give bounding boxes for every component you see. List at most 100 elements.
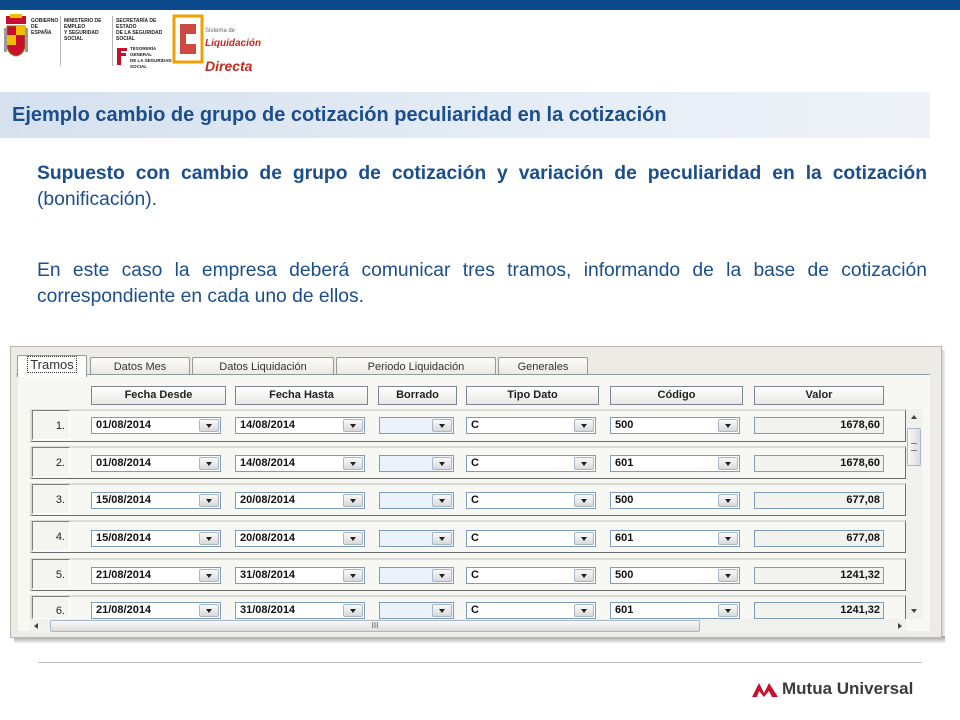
valor-field[interactable]: 1678,60 <box>754 455 884 472</box>
codigo-select[interactable]: 601 <box>610 530 740 547</box>
scroll-down-icon[interactable] <box>911 609 917 613</box>
chevron-down-icon[interactable] <box>718 604 738 617</box>
fecha-desde-select[interactable]: 15/08/2014 <box>91 530 221 547</box>
chevron-down-icon[interactable] <box>199 494 219 507</box>
chevron-down-icon[interactable] <box>199 419 219 432</box>
chevron-down-icon[interactable] <box>432 494 452 507</box>
fecha-hasta-select[interactable]: 31/08/2014 <box>235 567 365 584</box>
codigo-select[interactable]: 500 <box>610 567 740 584</box>
tipo-dato-select[interactable]: C <box>466 530 596 547</box>
row-number: 4. <box>32 521 70 551</box>
tesoreria-label: Tesorería General de la Seguridad Social <box>130 46 172 69</box>
tab-generales[interactable]: Generales <box>498 357 588 377</box>
chevron-down-icon[interactable] <box>432 569 452 582</box>
scroll-thumb[interactable] <box>907 428 921 466</box>
fecha-hasta-select[interactable]: 14/08/2014 <box>235 455 365 472</box>
codigo-select[interactable]: 500 <box>610 492 740 509</box>
chevron-down-icon[interactable] <box>343 457 363 470</box>
tipo-dato-select[interactable]: C <box>466 567 596 584</box>
row-number: 1. <box>32 410 70 440</box>
codigo-select[interactable]: 500 <box>610 417 740 434</box>
column-header-fecha-hasta[interactable]: Fecha Hasta <box>235 386 368 405</box>
valor-field[interactable]: 677,08 <box>754 492 884 509</box>
borrado-select[interactable] <box>379 417 454 434</box>
chevron-down-icon[interactable] <box>432 532 452 545</box>
tipo-dato-select[interactable]: C <box>466 492 596 509</box>
fecha-desde-select[interactable]: 21/08/2014 <box>91 567 221 584</box>
paragraph-rest-text: (bonificación). <box>37 189 158 210</box>
fecha-desde-select[interactable]: 21/08/2014 <box>91 602 221 619</box>
column-header-valor[interactable]: Valor <box>754 386 884 405</box>
column-header-fecha-desde[interactable]: Fecha Desde <box>91 386 226 405</box>
column-header-codigo[interactable]: Código <box>610 386 743 405</box>
chevron-down-icon[interactable] <box>574 457 594 470</box>
fecha-hasta-select[interactable]: 31/08/2014 <box>235 602 365 619</box>
chevron-down-icon[interactable] <box>343 569 363 582</box>
chevron-down-icon[interactable] <box>718 494 738 507</box>
tab-periodo-liquidacion[interactable]: Periodo Liquidación <box>336 357 496 377</box>
scroll-up-icon[interactable] <box>911 415 917 419</box>
column-header-borrado[interactable]: Borrado <box>378 386 457 405</box>
chevron-down-icon[interactable] <box>718 532 738 545</box>
chevron-down-icon[interactable] <box>199 569 219 582</box>
fecha-hasta-select[interactable]: 14/08/2014 <box>235 417 365 434</box>
chevron-down-icon[interactable] <box>574 569 594 582</box>
sistema-liquidacion-logo-icon <box>172 14 204 64</box>
spain-coat-of-arms-icon <box>4 14 28 57</box>
tipo-dato-select[interactable]: C <box>466 455 596 472</box>
chevron-down-icon[interactable] <box>432 457 452 470</box>
borrado-select[interactable] <box>379 530 454 547</box>
scroll-thumb[interactable]: III <box>50 620 700 632</box>
valor-field[interactable]: 677,08 <box>754 530 884 547</box>
chevron-down-icon[interactable] <box>574 419 594 432</box>
vertical-scrollbar[interactable] <box>906 409 922 619</box>
window-shadow <box>14 636 945 643</box>
chevron-down-icon[interactable] <box>343 419 363 432</box>
table-row <box>30 558 906 591</box>
column-header-tipo-dato[interactable]: Tipo Dato <box>466 386 599 405</box>
chevron-down-icon[interactable] <box>199 604 219 617</box>
fecha-hasta-select[interactable]: 20/08/2014 <box>235 492 365 509</box>
valor-field[interactable]: 1241,32 <box>754 602 884 619</box>
tipo-dato-select[interactable]: C <box>466 602 596 619</box>
table-row <box>30 483 906 516</box>
valor-field[interactable]: 1241,32 <box>754 567 884 584</box>
horizontal-scrollbar[interactable]: III <box>30 619 906 633</box>
scroll-right-icon[interactable] <box>898 623 902 629</box>
codigo-select[interactable]: 601 <box>610 455 740 472</box>
tipo-dato-select[interactable]: C <box>466 417 596 434</box>
divider <box>112 16 113 66</box>
row-number: 3. <box>32 484 70 514</box>
tab-datos-mes[interactable]: Datos Mes <box>90 357 190 377</box>
fecha-desde-select[interactable]: 15/08/2014 <box>91 492 221 509</box>
chevron-down-icon[interactable] <box>718 569 738 582</box>
table-row <box>30 520 906 553</box>
chevron-down-icon[interactable] <box>718 457 738 470</box>
chevron-down-icon[interactable] <box>199 532 219 545</box>
tesoreria-logo-icon <box>117 48 127 65</box>
chevron-down-icon[interactable] <box>343 494 363 507</box>
borrado-select[interactable] <box>379 602 454 619</box>
chevron-down-icon[interactable] <box>574 532 594 545</box>
tab-datos-liquidacion[interactable]: Datos Liquidación <box>192 357 334 377</box>
chevron-down-icon[interactable] <box>574 604 594 617</box>
chevron-down-icon[interactable] <box>574 494 594 507</box>
gobierno-label: Gobierno de España <box>31 18 59 36</box>
borrado-select[interactable] <box>379 455 454 472</box>
borrado-select[interactable] <box>379 492 454 509</box>
chevron-down-icon[interactable] <box>199 457 219 470</box>
chevron-down-icon[interactable] <box>343 604 363 617</box>
fecha-desde-select[interactable]: 01/08/2014 <box>91 455 221 472</box>
title-band: Ejemplo cambio de grupo de cotización pe… <box>0 92 930 138</box>
scroll-left-icon[interactable] <box>34 623 38 629</box>
chevron-down-icon[interactable] <box>718 419 738 432</box>
fecha-desde-select[interactable]: 01/08/2014 <box>91 417 221 434</box>
chevron-down-icon[interactable] <box>432 604 452 617</box>
codigo-select[interactable]: 601 <box>610 602 740 619</box>
tab-tramos[interactable]: Tramos <box>17 355 87 377</box>
chevron-down-icon[interactable] <box>432 419 452 432</box>
borrado-select[interactable] <box>379 567 454 584</box>
chevron-down-icon[interactable] <box>343 532 363 545</box>
fecha-hasta-select[interactable]: 20/08/2014 <box>235 530 365 547</box>
valor-field[interactable]: 1678,60 <box>754 417 884 434</box>
